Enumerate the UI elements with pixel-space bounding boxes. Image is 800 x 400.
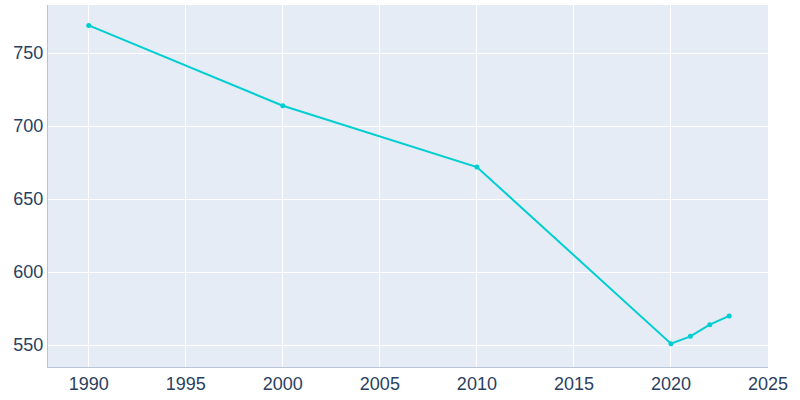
svg-text:2000: 2000: [263, 374, 303, 394]
svg-text:600: 600: [13, 262, 43, 282]
svg-text:2020: 2020: [651, 374, 691, 394]
svg-text:650: 650: [13, 189, 43, 209]
svg-text:2025: 2025: [748, 374, 788, 394]
svg-text:1990: 1990: [69, 374, 109, 394]
svg-text:1995: 1995: [166, 374, 206, 394]
svg-text:2005: 2005: [360, 374, 400, 394]
svg-text:2015: 2015: [554, 374, 594, 394]
svg-text:750: 750: [13, 43, 43, 63]
svg-text:2010: 2010: [457, 374, 497, 394]
svg-text:700: 700: [13, 116, 43, 136]
svg-text:550: 550: [13, 335, 43, 355]
